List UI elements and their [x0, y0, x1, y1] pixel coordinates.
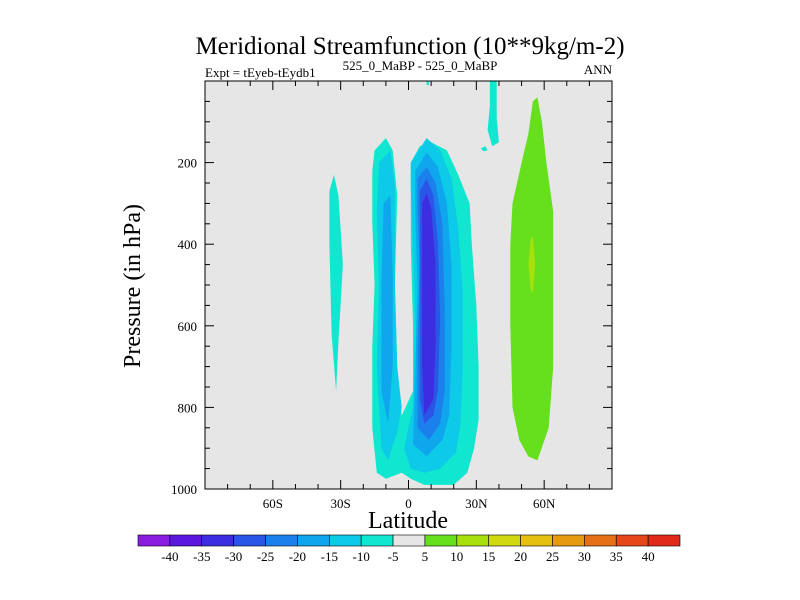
- x-tick-label: 0: [405, 496, 412, 511]
- colorbar-label: -10: [353, 549, 370, 564]
- colorbar-label: -20: [289, 549, 306, 564]
- colorbar-swatch: [137, 534, 171, 547]
- colorbar-swatch: [392, 534, 426, 547]
- colorbar-swatch: [424, 534, 458, 547]
- colorbar-label: -30: [225, 549, 242, 564]
- colorbar-swatch: [647, 534, 681, 547]
- colorbar-label: 20: [514, 549, 527, 564]
- colorbar-swatch: [360, 534, 394, 547]
- colorbar-label: 5: [422, 549, 429, 564]
- x-tick-label: 60N: [533, 496, 556, 511]
- contour-region-sh-cell-l2: [381, 195, 393, 424]
- chart-subtitle-right: ANN: [584, 62, 613, 77]
- colorbar-label: -40: [161, 549, 178, 564]
- chart-subtitle-left: Expt = tEyeb-tEydb1: [205, 65, 316, 80]
- colorbar-swatch: [520, 534, 553, 547]
- colorbar-swatch: [233, 534, 266, 547]
- chart-subtitle-center: 525_0_MaBP - 525_0_MaBP: [343, 58, 498, 73]
- colorbar-label: 40: [642, 549, 655, 564]
- contour-regions: [329, 81, 554, 485]
- colorbar-label: -35: [193, 549, 210, 564]
- x-tick-label: 30S: [331, 496, 351, 511]
- colorbar-swatch: [488, 534, 521, 547]
- y-tick-label: 800: [178, 400, 198, 415]
- colorbar-label: 25: [546, 549, 559, 564]
- y-tick-label: 400: [178, 237, 198, 252]
- colorbar-label: -25: [257, 549, 274, 564]
- colorbar-swatch: [201, 534, 234, 547]
- colorbar-swatch: [265, 534, 298, 547]
- contour-region-top-dot: [426, 81, 429, 86]
- contour-region-nh-cell-l5: [422, 193, 436, 416]
- colorbar-swatch: [552, 534, 585, 547]
- x-axis-label: Latitude: [368, 508, 448, 534]
- colorbar-label: -15: [321, 549, 338, 564]
- chart-title: Meridional Streamfunction (10**9kg/m-2): [195, 33, 624, 60]
- x-tick-label: 60S: [263, 496, 283, 511]
- colorbar-swatch: [169, 534, 203, 547]
- colorbar-label: -5: [388, 549, 399, 564]
- y-tick-label: 1000: [171, 482, 197, 497]
- colorbar-swatch: [297, 534, 330, 547]
- colorbar-label: 35: [610, 549, 623, 564]
- contour-region-nh-pos-core: [528, 236, 536, 294]
- x-tick-label: 30N: [465, 496, 488, 511]
- contour-region-top-sliver-2: [480, 146, 488, 152]
- axis-ticks: 60S 30S 0 30N 60N 200 400 600 800 1000: [171, 81, 612, 511]
- y-axis-label: Pressure (in hPa): [120, 204, 146, 368]
- colorbar-swatch: [584, 534, 617, 547]
- contour-region-band-30s: [329, 174, 343, 392]
- y-tick-label: 200: [178, 156, 198, 171]
- contour-region-top-sliver-1: [487, 81, 499, 147]
- y-tick-label: 600: [178, 319, 198, 334]
- colorbar-swatch: [456, 534, 490, 547]
- colorbar-swatch: [615, 534, 649, 547]
- colorbar-swatch: [328, 534, 362, 547]
- colorbar-label: 10: [450, 549, 463, 564]
- colorbar-label: 30: [578, 549, 591, 564]
- colorbar: -40 -35 -30 -25 -20 -15 -10 -5 5 10 15 20 25 30 35 40: [137, 534, 681, 564]
- colorbar-label: 15: [482, 549, 495, 564]
